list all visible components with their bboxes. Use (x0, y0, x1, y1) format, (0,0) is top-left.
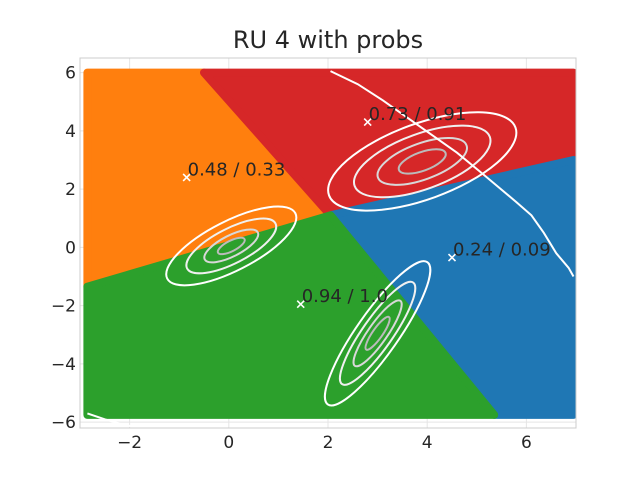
decision-boundary-line (330, 70, 575, 277)
plot-content: 0.48 / 0.33 0.73 / 0.91 0.24 / 0.09 0.94 / … (83, 68, 576, 428)
y-tick-label: −6 (51, 413, 76, 433)
sample-point-marker (447, 253, 457, 262)
sample-point: 0.24 / 0.09 (447, 240, 551, 262)
gaussian-3-contour (327, 111, 518, 212)
sample-point-marker (363, 118, 372, 127)
gaussian-2-contour (323, 260, 432, 407)
gaussian-3-contour (397, 148, 447, 175)
gaussian-2-contour (338, 280, 417, 386)
gaussian-3-contour (376, 137, 468, 186)
point-label: 0.73 / 0.91 (369, 104, 467, 125)
x-tick-label: −2 (117, 433, 142, 453)
region-green (83, 211, 499, 419)
y-tick-label: −4 (51, 355, 76, 375)
gaussian-1-contour (185, 217, 278, 275)
point-label: 0.94 / 1.0 (302, 286, 388, 307)
point-label: 0.48 / 0.33 (188, 159, 286, 180)
x-tick-label: 2 (323, 433, 334, 453)
gaussian-3-contour (352, 124, 492, 199)
gaussian-2-contour (352, 299, 403, 368)
y-tick-label: 0 (65, 238, 76, 258)
sample-point-marker (182, 173, 191, 182)
sample-point-marker (296, 300, 305, 309)
gaussian-2-contour (364, 315, 391, 351)
x-tick-label: 6 (521, 433, 532, 453)
axes-frame (79, 57, 577, 429)
sample-point: 0.73 / 0.91 (363, 104, 467, 127)
y-tick-label: −2 (51, 297, 76, 317)
y-tick-label: 2 (65, 180, 76, 200)
gaussian-1-contour (203, 228, 260, 264)
gaussian-1-contour (165, 205, 298, 287)
chart-title: RU 4 with probs (233, 26, 423, 54)
plot-area: 0.48 / 0.33 0.73 / 0.91 0.24 / 0.09 0.94 / … (51, 57, 577, 453)
y-tick-label: 6 (65, 64, 76, 84)
decision-boundary-line (87, 412, 133, 428)
x-tick-label: 4 (422, 433, 433, 453)
sample-point: 0.48 / 0.33 (182, 159, 286, 182)
sample-point: 0.94 / 1.0 (296, 286, 388, 309)
gaussian-1-contour (216, 236, 246, 256)
x-tick-label: 0 (223, 433, 234, 453)
point-label: 0.24 / 0.09 (453, 240, 551, 261)
y-tick-label: 4 (65, 122, 76, 142)
